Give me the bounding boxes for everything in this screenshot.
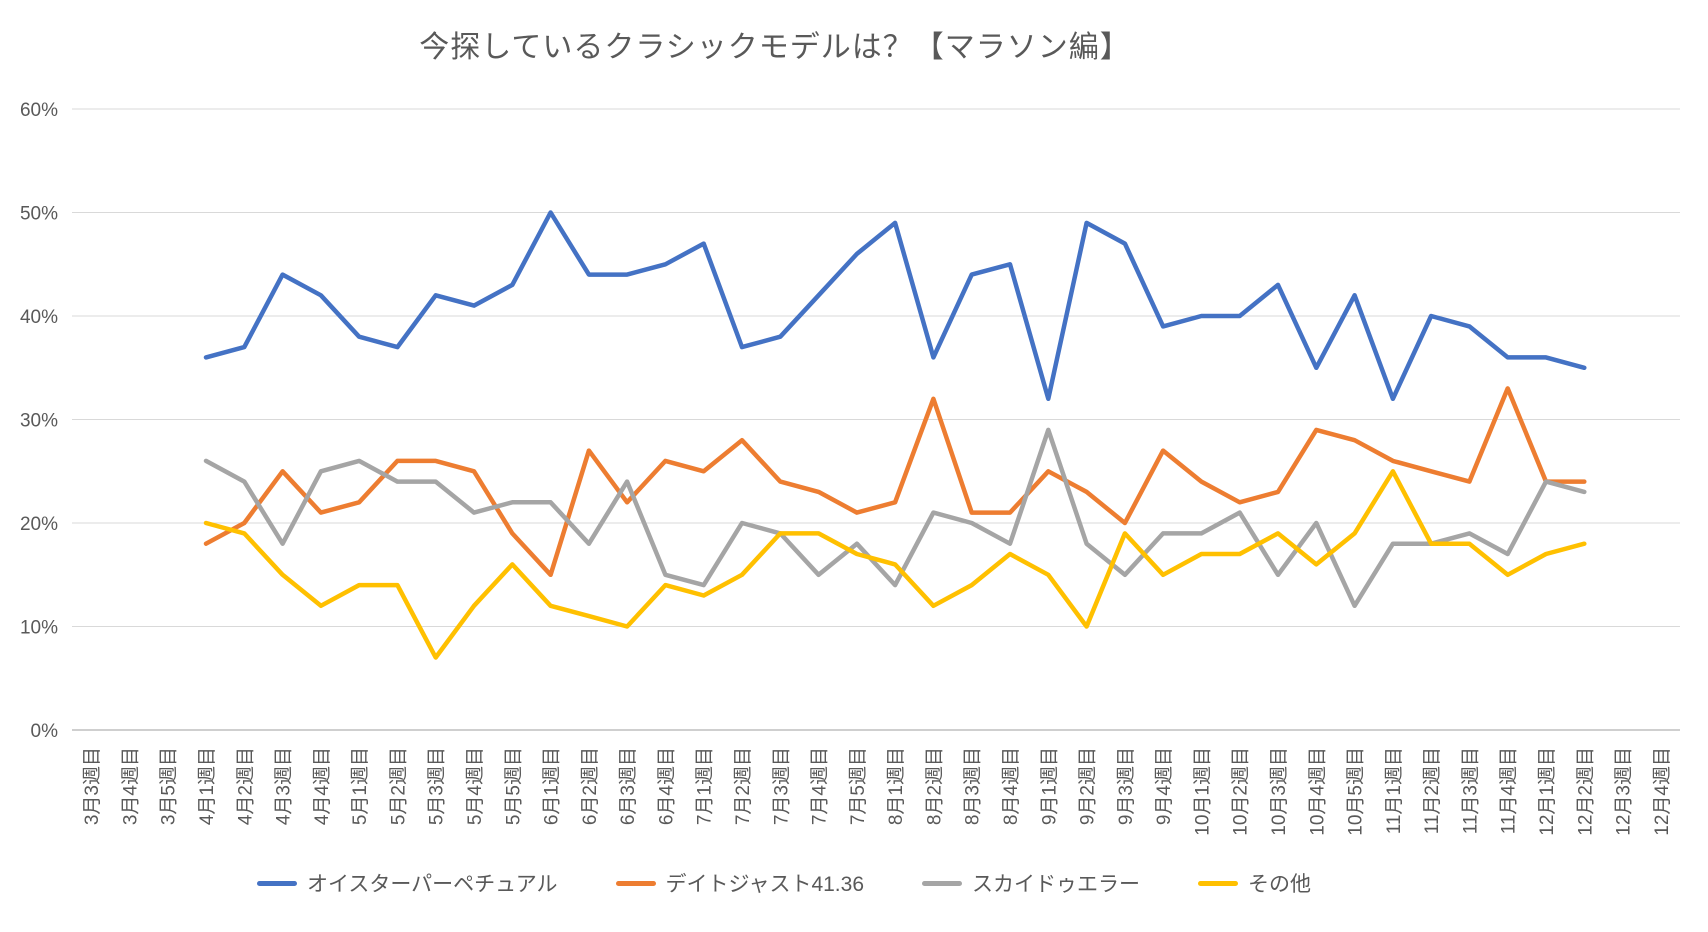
y-tick-label: 10%	[20, 618, 58, 639]
x-tick-label: 7月5週目	[847, 747, 869, 825]
x-tick-label: 6月3週目	[617, 747, 639, 825]
legend-line-swatch-gray	[922, 880, 963, 886]
x-tick-label: 7月4週目	[809, 747, 831, 825]
legend-item-datejust: デイトジャスト41.36	[615, 868, 865, 898]
legend-label: その他	[1248, 873, 1312, 896]
x-tick-label: 8月3週目	[962, 747, 984, 825]
x-tick-label: 10月4週目	[1306, 747, 1328, 836]
y-tick-label: 0%	[31, 721, 59, 742]
x-tick-label: 4月1週目	[196, 747, 218, 825]
x-tick-label: 4月2週目	[234, 747, 256, 825]
x-tick-label: 8月4週目	[1000, 747, 1022, 825]
legend-label: スカイドゥエラー	[972, 873, 1141, 896]
series-line-3	[203, 469, 1587, 660]
x-tick-label: 5月3週目	[426, 747, 448, 825]
x-tick-label: 10月2週目	[1230, 747, 1252, 836]
x-tick-label: 7月3週目	[770, 747, 792, 825]
series-line-0	[203, 210, 1587, 402]
legend-item-sky-dweller: スカイドゥエラー	[922, 868, 1140, 898]
y-gridlines	[72, 108, 1680, 731]
series-line-1	[203, 386, 1587, 578]
legend-label: デイトジャスト41.36	[665, 873, 865, 896]
x-tick-label: 9月3週目	[1115, 747, 1137, 825]
chart-legend: オイスターパーペチュアル デイトジャスト41.36 スカイドゥエラー その他	[0, 868, 1638, 898]
x-tick-label: 12月4週目	[1651, 747, 1673, 836]
x-tick-label: 11月4週目	[1498, 747, 1520, 834]
x-tick-label: 9月2週目	[1077, 747, 1099, 825]
legend-label: オイスターパーペチュアル	[306, 873, 558, 896]
x-tick-label: 11月3週目	[1459, 747, 1481, 834]
x-tick-label: 8月2週目	[923, 747, 945, 825]
x-tick-label: 3月4週目	[119, 747, 141, 825]
x-tick-label: 3月5週目	[158, 747, 180, 825]
x-tick-label: 11月1週目	[1383, 747, 1405, 834]
x-tick-label: 6月2週目	[579, 747, 601, 825]
x-tick-label: 7月2週目	[732, 747, 754, 825]
x-tick-label: 10月1週目	[1191, 747, 1213, 836]
y-tick-label: 30%	[20, 411, 58, 432]
x-tick-label: 12月3週目	[1613, 747, 1635, 836]
legend-item-other: その他	[1198, 868, 1311, 898]
legend-line-swatch-yellow	[1198, 880, 1239, 886]
y-axis-tick-labels: 0% 10% 20% 30% 40% 50% 60%	[20, 100, 58, 742]
x-tick-label: 5月5週目	[502, 747, 524, 825]
x-tick-label: 8月1週目	[885, 747, 907, 825]
x-tick-label: 4月4週目	[311, 747, 333, 825]
y-tick-label: 60%	[20, 100, 58, 121]
legend-item-oyster-perpetual: オイスターパーペチュアル	[256, 868, 558, 898]
x-tick-label: 12月2週目	[1574, 747, 1596, 836]
x-tick-label: 4月3週目	[273, 747, 295, 825]
x-tick-label: 9月1週目	[1038, 747, 1060, 825]
x-tick-label: 3月3週目	[81, 747, 103, 825]
x-tick-label: 12月1週目	[1536, 747, 1558, 836]
x-tick-label: 9月4週目	[1153, 747, 1175, 825]
x-tick-label: 5月2週目	[387, 747, 409, 825]
x-tick-label: 10月5週目	[1345, 747, 1367, 836]
y-tick-label: 20%	[20, 514, 58, 535]
series-line-2	[203, 427, 1587, 609]
legend-line-swatch-blue	[256, 880, 297, 886]
x-tick-label: 11月2週目	[1421, 747, 1443, 834]
legend-line-swatch-orange	[615, 880, 656, 886]
y-tick-label: 50%	[20, 204, 58, 225]
x-axis-tick-labels: 3月3週目 3月4週目 3月5週目 4月1週目 4月2週目 4月3週目 4月4週目 5月1週目…	[81, 747, 1673, 836]
x-tick-label: 7月1週目	[694, 747, 716, 825]
x-tick-label: 5月4週目	[464, 747, 486, 825]
x-tick-label: 6月1週目	[541, 747, 563, 825]
chart-title: 今探しているクラシックモデルは？【マラソン編】	[419, 31, 1131, 64]
x-tick-label: 5月1週目	[349, 747, 371, 825]
x-tick-label: 10月3週目	[1268, 747, 1290, 836]
data-series-lines	[203, 210, 1587, 660]
y-tick-label: 40%	[20, 307, 58, 328]
x-tick-label: 6月4週目	[655, 747, 677, 825]
